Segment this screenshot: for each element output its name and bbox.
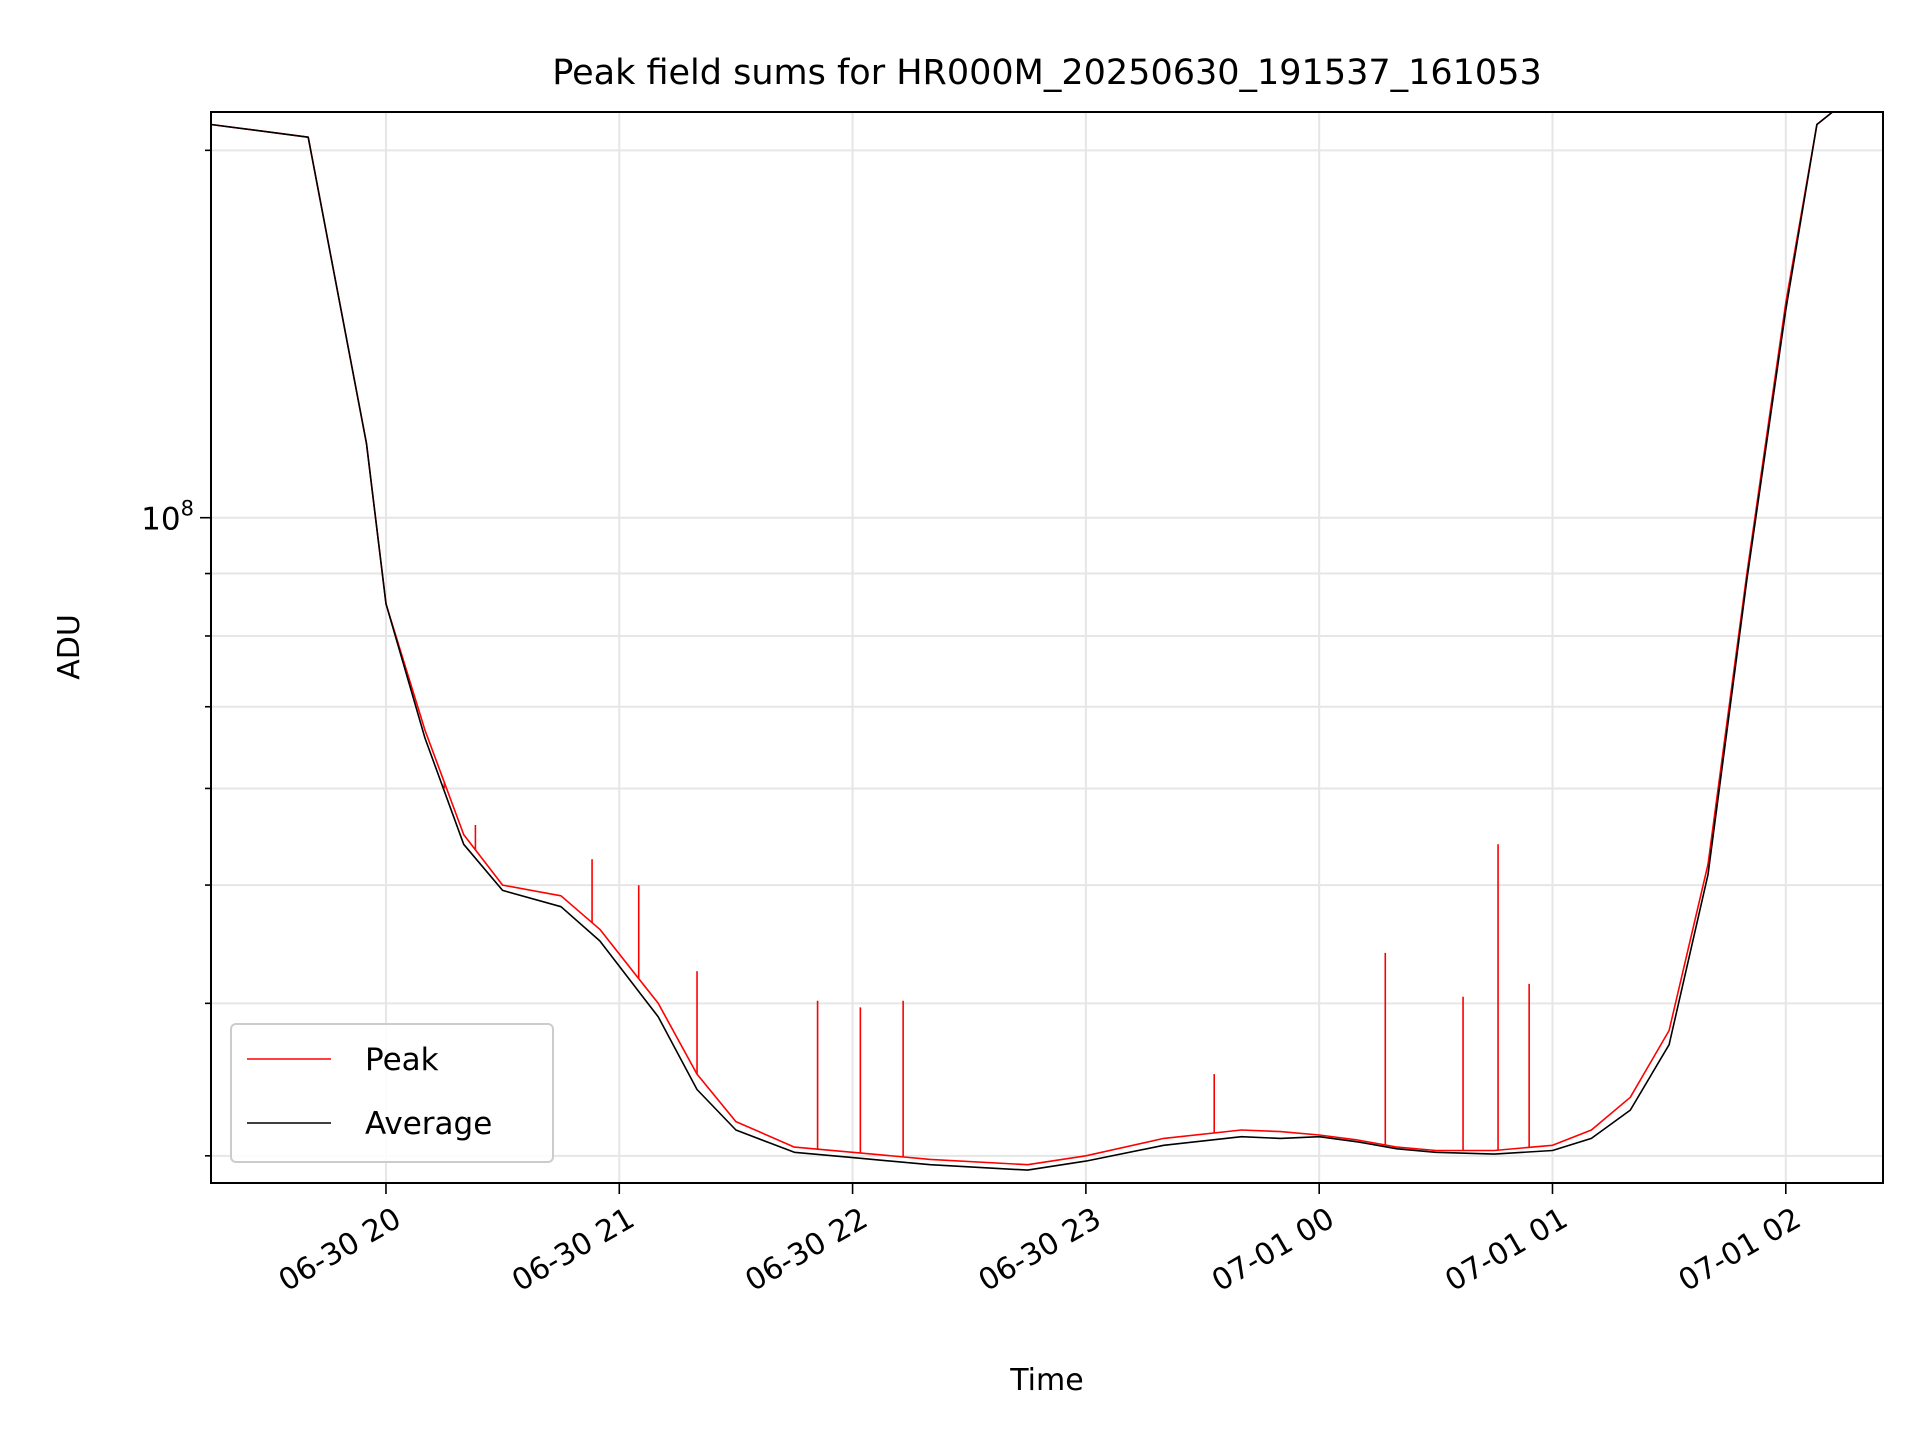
y-axis-label: ADU (52, 614, 87, 680)
y-tick-label-exponent: 8 (181, 497, 194, 521)
y-axis: 108 (141, 149, 211, 1157)
y-tick-label: 108 (141, 497, 194, 538)
legend-average-label: Average (365, 1106, 492, 1142)
y-tick-label-base: 10 (141, 502, 180, 538)
legend-peak-label: Peak (365, 1042, 439, 1078)
chart-title: Peak field sums for HR000M_20250630_1915… (552, 53, 1542, 93)
plot-frame (210, 111, 1884, 1184)
average-series-line (211, 112, 1834, 1171)
grid (211, 112, 1883, 1183)
plot-lines (211, 112, 1834, 1171)
legend: Peak Average (230, 1023, 554, 1163)
peak-series-line (211, 112, 1834, 1166)
x-axis-label: Time (1009, 1363, 1083, 1398)
